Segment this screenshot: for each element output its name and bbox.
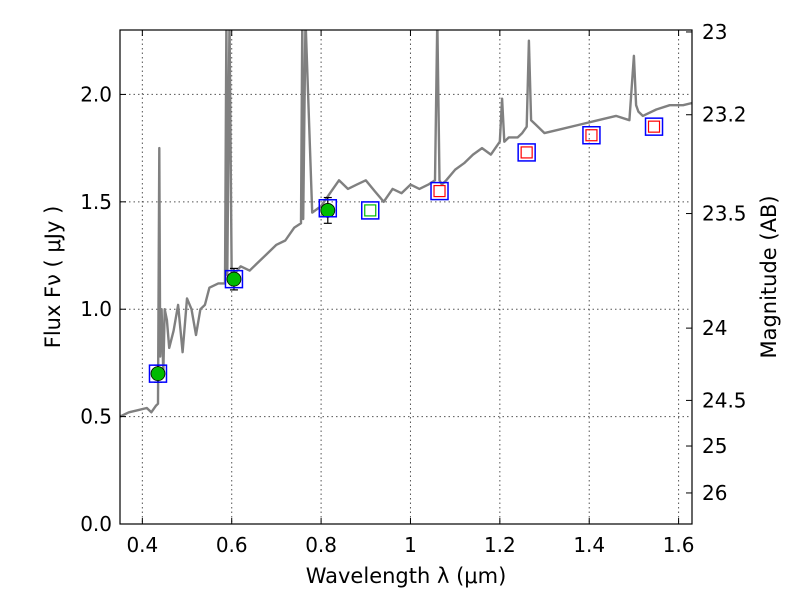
- x-tick-label: 1.4: [573, 533, 605, 557]
- model-box: [644, 117, 664, 136]
- model-box: [430, 181, 449, 201]
- inner-square: [585, 129, 598, 142]
- y-axis-right: 23 23.2 23.5 24 24.5 25 26: [686, 20, 747, 505]
- x-tick-label: 0.6: [216, 533, 248, 557]
- inner-square: [520, 146, 533, 159]
- x-tick-label: 1.2: [484, 533, 516, 557]
- observed-point: [150, 366, 166, 382]
- y2-tick-label: 24.5: [702, 388, 747, 412]
- observed-point: [226, 271, 242, 287]
- x-tick-label: 0.4: [126, 533, 158, 557]
- y-tick-label: 1.0: [80, 297, 112, 321]
- model-box: [361, 201, 380, 220]
- y2-tick-label: 23.5: [702, 202, 747, 226]
- spectrum-line: [120, 30, 692, 418]
- observed-point: [320, 203, 336, 218]
- y2-tick-label: 23.2: [702, 103, 747, 127]
- y-tick-label: 0.5: [80, 405, 112, 429]
- grid: [120, 30, 692, 525]
- points-layer: [148, 117, 664, 383]
- x-tick-label: 1: [404, 533, 417, 557]
- y2-tick-label: 23: [702, 20, 727, 44]
- y2-tick-label: 26: [702, 481, 727, 505]
- model-box: [318, 199, 338, 218]
- x-axis: 0.4 0.6 0.8 1 1.2 1.4 1.6: [126, 30, 695, 557]
- plot-frame: [119, 29, 693, 525]
- x-tick-label: 0.8: [305, 533, 337, 557]
- y2-tick-label: 24: [702, 316, 727, 340]
- y-tick-label: 1.5: [80, 190, 112, 214]
- y-axis-label: Flux Fν ( μJy ): [41, 206, 65, 349]
- inner-square: [647, 120, 661, 133]
- spectrum-layer: [120, 30, 692, 418]
- model-box: [582, 125, 601, 145]
- inner-square: [433, 184, 446, 198]
- model-box: [517, 143, 536, 162]
- model-box: [224, 269, 244, 289]
- y2-tick-label: 25: [702, 434, 727, 458]
- y-axis-left: 0.0 0.5 1.0 1.5 2.0: [80, 82, 126, 536]
- y2-axis-label: Magnitude (AB): [757, 195, 781, 358]
- y-tick-label: 0.0: [80, 512, 112, 536]
- y-tick-label: 2.0: [80, 82, 112, 106]
- inner-square: [364, 204, 377, 217]
- model-box: [148, 364, 168, 383]
- x-tick-label: 1.6: [663, 533, 695, 557]
- x-axis-label: Wavelength λ (μm): [306, 564, 507, 588]
